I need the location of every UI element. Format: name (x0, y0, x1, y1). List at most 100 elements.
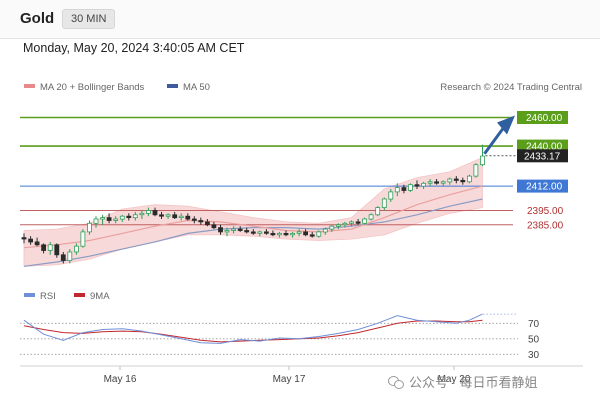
price-level-label-0: 2460.00 (526, 113, 563, 124)
candle (421, 181, 427, 189)
x-label-0: May 16 (104, 374, 137, 385)
candle (224, 227, 230, 237)
rsi-level-label-30: 30 (528, 350, 540, 361)
candle (329, 224, 335, 232)
candle (250, 229, 256, 235)
legend-swatch-9ma (74, 293, 85, 297)
candle (434, 179, 440, 185)
ma50-line (23, 198, 483, 267)
candle (54, 243, 60, 258)
rsi-level-label-50: 50 (528, 334, 540, 345)
legend-label-ma50: MA 50 (183, 82, 210, 93)
candle (106, 213, 112, 224)
candle (447, 177, 453, 185)
rsi-9ma-line (23, 319, 483, 343)
candle (440, 180, 446, 187)
legend-label-rsi: RSI (40, 291, 56, 302)
price-level-lines (20, 116, 513, 226)
candle (178, 213, 184, 221)
x-label-2: May 20 (438, 374, 471, 385)
wechat-icon (388, 376, 404, 389)
candle (204, 219, 210, 227)
candle (80, 229, 86, 248)
candle (159, 211, 164, 219)
candle (67, 249, 73, 264)
price-level-label-4: 2385.00 (527, 220, 564, 231)
candle (113, 216, 119, 224)
candle (355, 219, 361, 225)
legend-swatch-ma50 (167, 84, 178, 88)
rsi-level-labels: 70 50 30 (528, 319, 540, 361)
candles (21, 144, 485, 264)
candle (342, 221, 348, 228)
candle (335, 223, 341, 230)
price-level-label-3: 2395.00 (527, 206, 564, 217)
candle (290, 231, 296, 238)
candle (316, 230, 322, 238)
arrow-head (497, 115, 515, 135)
candle (349, 220, 354, 227)
candle (211, 221, 217, 230)
watermark: 公众号 · 每日币看静姐 (388, 372, 538, 391)
rsi-line (23, 313, 483, 344)
legend-label-ma20: MA 20 + Bollinger Bands (40, 82, 145, 93)
candle (322, 227, 328, 235)
ma20-line (23, 185, 483, 249)
candle (34, 237, 40, 247)
candle (191, 216, 197, 224)
candle (427, 179, 433, 187)
rsi-level-label-70: 70 (528, 319, 540, 330)
candle (394, 183, 400, 197)
candle (407, 183, 413, 192)
price-level-label-2: 2412.00 (526, 182, 563, 193)
candle (165, 213, 171, 219)
candle (87, 220, 92, 235)
candle (309, 231, 315, 238)
candle (231, 226, 237, 234)
candle (47, 241, 53, 255)
candle (60, 252, 66, 264)
price-level-tag-0 (517, 111, 568, 124)
rsi-legend: RSI 9MA (24, 291, 110, 302)
candle (362, 217, 368, 225)
price-level-tag-2 (517, 179, 568, 193)
candle (119, 214, 125, 222)
bollinger-band (23, 156, 483, 267)
candle (283, 230, 289, 237)
last-price-tag (517, 149, 568, 163)
candle (244, 227, 250, 234)
credit-text: Research © 2024 Trading Central (440, 82, 582, 93)
candle (139, 210, 145, 219)
candle (303, 229, 309, 237)
price-labels: 2460.00 2440.00 2412.00 2395.00 2385.00 2433.… (517, 111, 568, 231)
candle (270, 230, 276, 237)
candle (218, 224, 223, 235)
legend-swatch-rsi (24, 293, 35, 297)
candle (132, 211, 138, 221)
candle (21, 233, 27, 244)
candle (145, 207, 151, 217)
legend-label-9ma: 9MA (90, 291, 110, 302)
price-legend: MA 20 + Bollinger Bands MA 50 Research ©… (24, 82, 582, 93)
timeframe-badge[interactable]: 30 MIN (62, 9, 116, 29)
candle (41, 243, 46, 254)
candle (28, 236, 34, 245)
candle (480, 144, 485, 167)
candle (74, 243, 79, 255)
candle (368, 213, 374, 221)
candle (198, 217, 204, 225)
candle (276, 231, 282, 238)
timestamp: Monday, May 20, 2024 3:40:05 AM CET (23, 41, 245, 55)
legend-swatch-ma20 (24, 84, 35, 88)
candle (466, 174, 472, 184)
price-level-label-1: 2440.00 (526, 142, 563, 153)
candle (152, 207, 158, 217)
candle (237, 226, 243, 232)
candle (388, 189, 394, 202)
candle (401, 184, 407, 194)
watermark-text: 公众号 · 每日币看静姐 (409, 375, 538, 390)
candle (93, 216, 99, 228)
arrow-shaft (483, 127, 505, 155)
